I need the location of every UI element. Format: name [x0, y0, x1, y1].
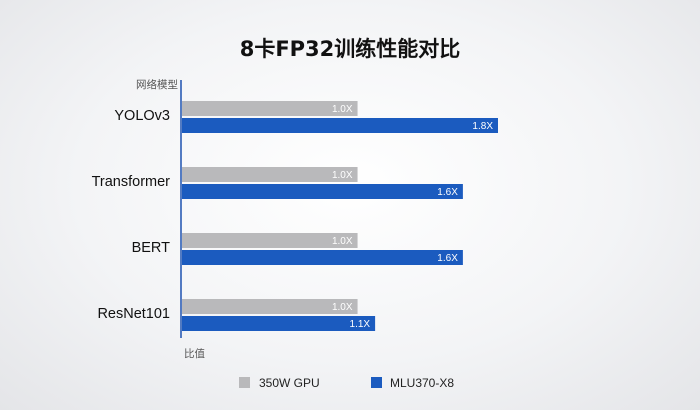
legend-label: MLU370-X8	[390, 376, 454, 390]
bar-value-label: 1.0X	[332, 170, 353, 181]
bar-value-label: 1.0X	[332, 104, 353, 115]
bar-value-label: 1.0X	[332, 302, 353, 313]
bar-gpu	[182, 299, 358, 314]
bar-mlu	[182, 316, 376, 331]
legend: 350W GPU MLU370-X8	[239, 376, 454, 390]
legend-swatch	[371, 377, 382, 388]
chart-title: 8卡FP32训练性能对比	[240, 37, 461, 61]
category-label: YOLOv3	[114, 108, 170, 124]
bar-value-label: 1.8X	[472, 121, 493, 132]
bar-value-label: 1.1X	[350, 319, 371, 330]
category-label: Transformer	[92, 174, 171, 190]
bar-mlu	[182, 250, 463, 265]
bar-gpu	[182, 167, 358, 182]
bar-value-label: 1.0X	[332, 236, 353, 247]
bar-mlu	[182, 184, 463, 199]
bar-value-label: 1.6X	[437, 187, 458, 198]
category-label: ResNet101	[97, 306, 170, 322]
bar-mlu	[182, 118, 498, 133]
y-axis-label: 网络模型	[136, 78, 178, 91]
plot-area: YOLOv3 1.0X 1.8X Transformer 1.0X 1.6X BERT 1.0…	[92, 101, 498, 331]
bar-gpu	[182, 101, 358, 116]
category-label: BERT	[132, 240, 171, 256]
bar-value-label: 1.6X	[437, 253, 458, 264]
x-axis-label: 比值	[184, 347, 205, 360]
legend-label: 350W GPU	[259, 376, 320, 390]
bar-gpu	[182, 233, 358, 248]
legend-swatch	[239, 377, 250, 388]
